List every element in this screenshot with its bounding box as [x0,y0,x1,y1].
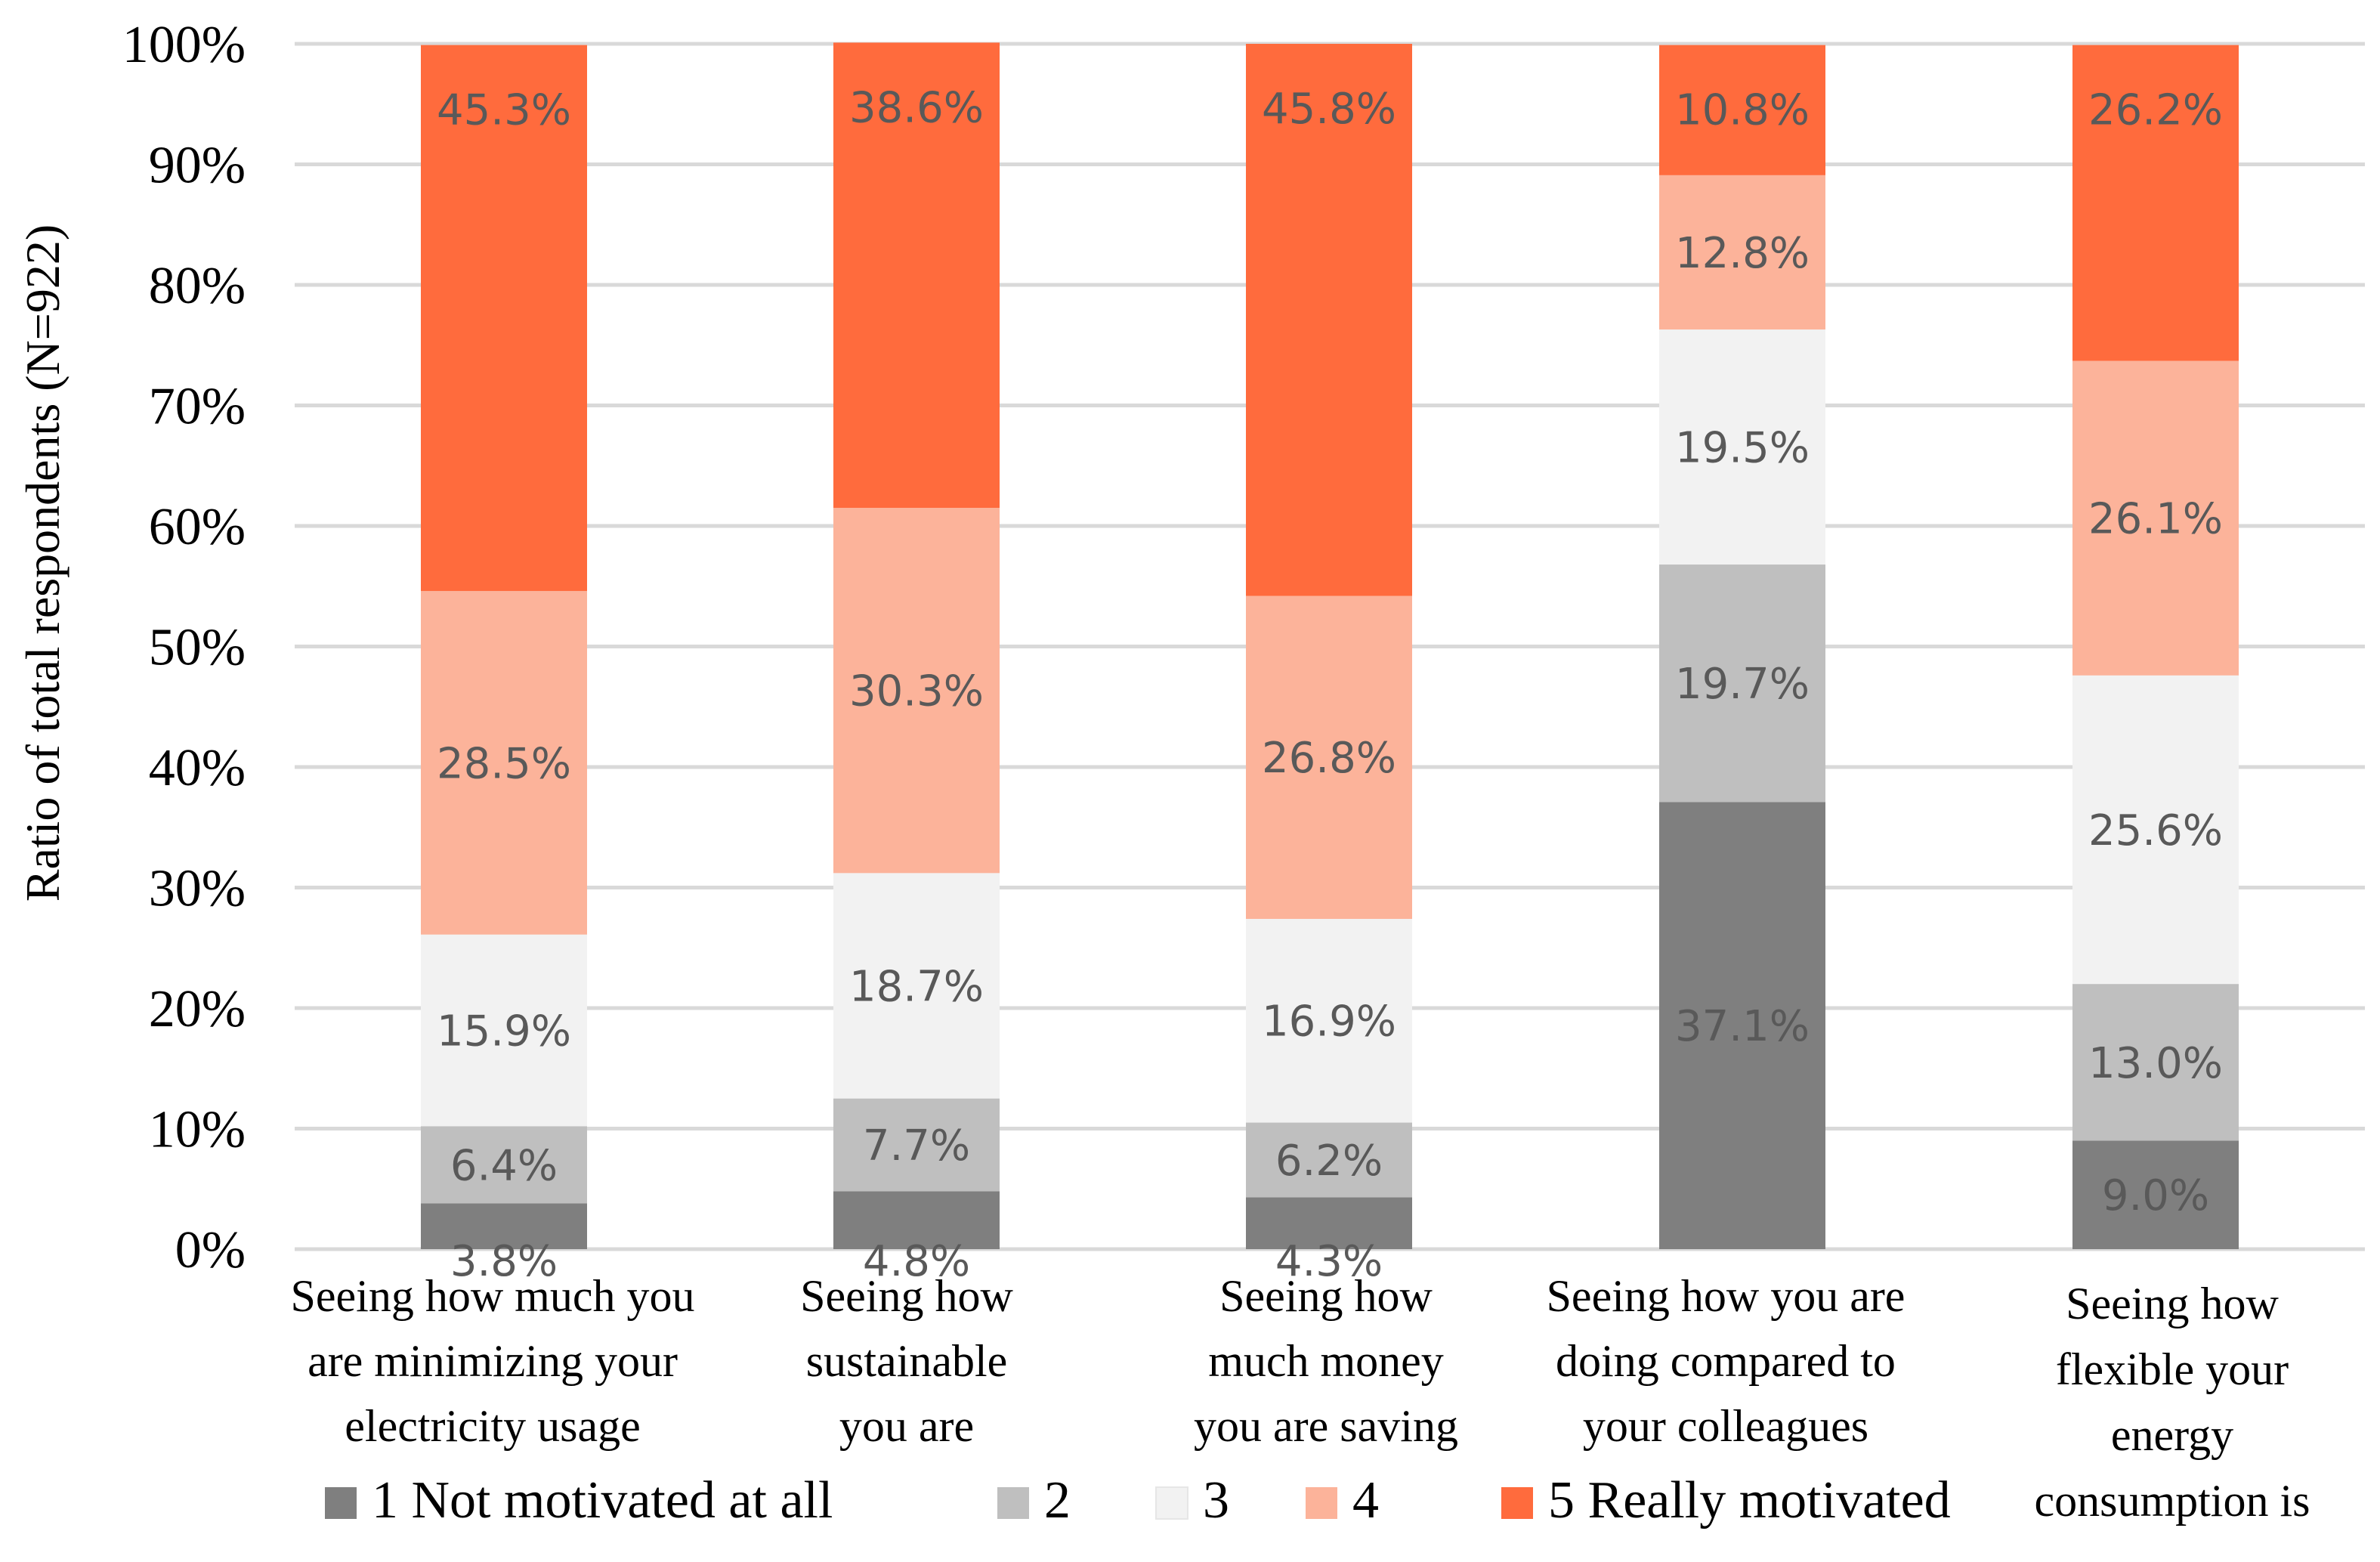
bar-segment [1246,595,1412,919]
data-label: 9.0% [2102,1171,2209,1220]
bar-segment [2072,1140,2239,1249]
bar-segment [1659,564,1825,803]
legend-swatch [997,1487,1029,1519]
data-label: 4.8% [863,1237,970,1286]
category-label-line: energy [2111,1410,2233,1460]
data-label: 7.7% [863,1121,970,1171]
data-label: 45.3% [437,86,571,135]
y-tick-label: 70% [149,378,246,436]
data-label: 19.7% [1675,660,1810,709]
category-label-line: electricity usage [345,1401,640,1451]
category-label-line: much money [1208,1336,1444,1386]
y-tick-label: 0% [175,1221,246,1279]
bar-segment [2072,45,2239,361]
data-label: 45.8% [1262,85,1396,134]
category-label-line: doing compared to [1556,1336,1896,1386]
data-label: 10.8% [1675,86,1810,135]
bar-segment [1246,918,1412,1123]
x-axis-categories: Seeing how much you are minimizing your el… [291,1271,2310,1526]
data-label: 19.5% [1675,424,1810,473]
bar-segment [421,934,587,1127]
category-label-line: sustainable [806,1336,1008,1386]
data-label: 38.6% [849,83,984,132]
y-tick-label: 40% [149,739,246,797]
legend-swatch [1306,1487,1337,1519]
category-label-line: your colleagues [1583,1401,1868,1451]
legend-swatch [1501,1487,1533,1519]
bar-segment [421,45,587,592]
legend-label: 5 Really motivated [1548,1471,1951,1530]
bar-segment [1659,329,1825,565]
bar-segment [1659,45,1825,175]
data-label: 6.4% [450,1141,558,1190]
legend-swatch [325,1487,357,1519]
data-label: 26.8% [1262,734,1396,783]
bar-segment [2072,984,2239,1141]
legend-label: 1 Not motivated at all [372,1471,833,1530]
bar-segment [2072,360,2239,676]
category-label-line: Seeing how much you [291,1271,695,1321]
bar-segment [833,873,1000,1099]
bar-segment [833,1191,1000,1249]
y-tick-label: 50% [149,619,246,677]
y-axis-label: Ratio of total respondents (N=922) [16,224,70,902]
data-label: 28.5% [437,739,571,788]
bar-segment [1246,44,1412,596]
y-tick-label: 60% [149,498,246,556]
data-label: 18.7% [849,962,984,1011]
category-label-line: Seeing how [1219,1271,1433,1321]
y-tick-label: 20% [149,980,246,1038]
legend-label: 3 [1203,1471,1229,1530]
bar-segment [1659,802,1825,1249]
data-label: 3.8% [450,1237,558,1286]
bar-segment [1246,1197,1412,1249]
y-axis-ticks: 0% 10% 20% 30% 40% 50% 60% 70% 80% 90% 100% [122,16,246,1279]
data-label: 12.8% [1675,229,1810,278]
category-label-line: are minimizing your [308,1336,678,1386]
data-label: 37.1% [1675,1002,1810,1051]
category-label-line: you are saving [1194,1401,1458,1451]
bar-segment [421,1203,587,1249]
data-labels: 3.8% 6.4% 15.9% 28.5% 45.3% 4.8% 7.7% 18.7% 30.3… [437,83,2223,1286]
category-label-line: flexible your [2056,1344,2289,1394]
data-label: 26.1% [2088,495,2223,544]
bar-segment [833,42,1000,509]
y-tick-label: 80% [149,257,246,315]
category-label-line: you are [839,1401,974,1451]
bar-segment [421,591,587,935]
bar-segment [1246,1122,1412,1198]
bar-segment [1659,175,1825,330]
y-tick-label: 10% [149,1101,246,1159]
data-label: 30.3% [849,667,984,716]
data-label: 13.0% [2088,1039,2223,1088]
y-tick-label: 100% [122,16,246,74]
bar-segment [2072,675,2239,985]
data-label: 25.6% [2088,806,2223,855]
y-tick-label: 90% [149,137,246,195]
category-label-line: consumption is [2034,1476,2310,1526]
bars [421,42,2239,1249]
data-label: 26.2% [2088,86,2223,135]
category-label-line: Seeing how [2066,1279,2279,1328]
category-label-line: Seeing how you are [1547,1271,1906,1321]
bar-segment [833,1098,1000,1192]
data-label: 6.2% [1275,1137,1383,1186]
legend-label: 2 [1044,1471,1071,1530]
bar-segment [833,508,1000,874]
category-label-line: Seeing how [800,1271,1013,1321]
data-label: 4.3% [1275,1237,1383,1286]
data-label: 15.9% [437,1007,571,1056]
y-tick-label: 30% [149,860,246,918]
legend-swatch [1155,1486,1188,1520]
legend-label: 4 [1352,1471,1379,1530]
data-label: 16.9% [1262,998,1396,1047]
legend: 1 Not motivated at all 2 3 4 5 Really motiva… [325,1471,1951,1530]
bar-segment [421,1126,587,1204]
